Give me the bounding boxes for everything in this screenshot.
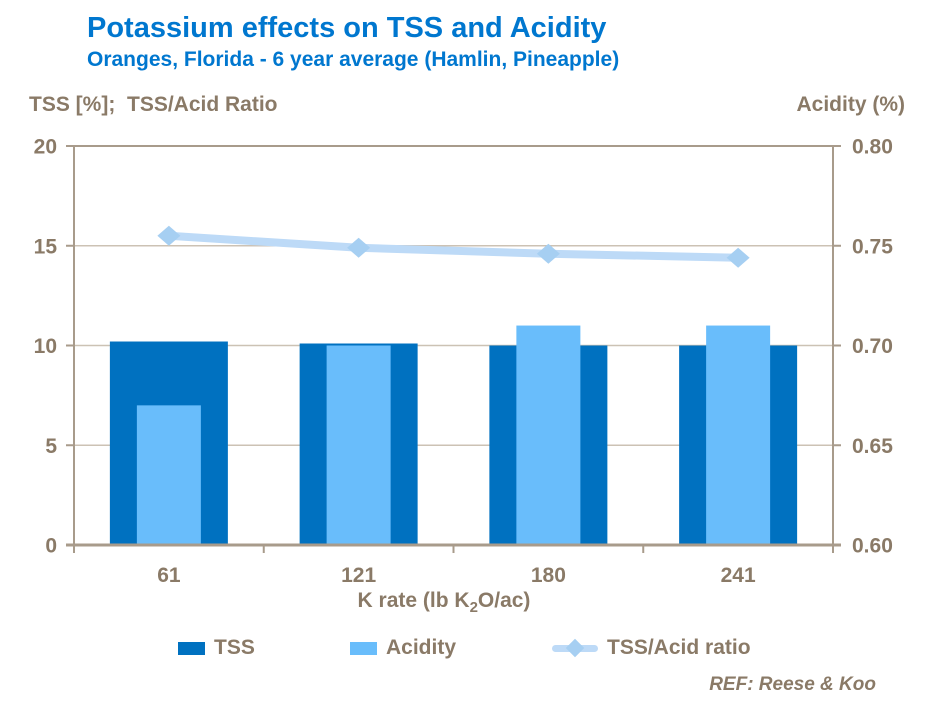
ratio-marker-241 xyxy=(726,247,750,268)
tss-swatch-icon xyxy=(178,641,205,655)
y-axis-left-tick-label: 5 xyxy=(45,435,57,458)
y-axis-right-tick-label: 0.80 xyxy=(852,136,893,159)
right-axis-title: Acidity (%) xyxy=(796,93,905,116)
chart-subtitle: Oranges, Florida - 6 year average (Hamli… xyxy=(87,48,620,71)
y-axis-right-tick-label: 0.65 xyxy=(852,435,893,458)
reference-note: REF: Reese & Koo xyxy=(709,674,876,695)
bar-acidity-121 xyxy=(326,345,391,545)
ratio-line xyxy=(164,231,743,262)
ratio-marker-61 xyxy=(157,225,181,246)
legend-acidity-label: Acidity xyxy=(386,636,457,659)
acidity-swatch-icon xyxy=(350,641,377,655)
legend-ratio-label: TSS/Acid ratio xyxy=(607,636,751,659)
x-axis-category-label: 180 xyxy=(531,564,566,587)
x-axis-title-text-end: O/ac) xyxy=(477,589,531,612)
y-axis-right-tick-label: 0.60 xyxy=(852,535,893,558)
bar-acidity-61 xyxy=(136,405,201,545)
x-axis-title-subscript: 2 xyxy=(469,599,478,616)
y-axis-right-tick-label: 0.75 xyxy=(852,235,893,258)
x-axis-title: K rate (lb K2O/ac) xyxy=(74,589,814,616)
bar-acidity-180 xyxy=(516,325,581,545)
ratio-marker-180 xyxy=(536,243,560,264)
x-axis-title-text: K rate (lb K xyxy=(357,589,470,612)
bar-acidity-241 xyxy=(706,325,771,545)
legend-item-tss: TSS xyxy=(178,634,255,662)
y-axis-left-tick-label: 0 xyxy=(45,535,57,558)
diamond-marker-icon xyxy=(565,638,585,658)
chart-svg: 0 5 10 15 20 0.60 0.65 0.70 0.75 0.80 61 121 180 241 xyxy=(34,136,894,588)
legend-item-acidity: Acidity xyxy=(350,634,456,662)
ratio-line-swatch-icon xyxy=(552,638,598,658)
y-axis-right-tick-label: 0.70 xyxy=(852,335,893,358)
legend-tss-label: TSS xyxy=(214,636,255,659)
y-axis-left-tick-label: 10 xyxy=(34,335,57,358)
chart-title: Potassium effects on TSS and Acidity xyxy=(87,12,607,44)
x-axis-category-label: 241 xyxy=(721,564,756,587)
ratio-marker-121 xyxy=(347,237,371,258)
y-axis-left-tick-label: 15 xyxy=(34,235,58,258)
x-axis-category-label: 61 xyxy=(157,564,181,587)
left-axis-title: TSS [%]; TSS/Acid Ratio xyxy=(29,93,278,116)
x-axis-category-label: 121 xyxy=(341,564,376,587)
legend-item-ratio: TSS/Acid ratio xyxy=(552,634,751,662)
y-axis-left-tick-label: 20 xyxy=(34,136,57,159)
